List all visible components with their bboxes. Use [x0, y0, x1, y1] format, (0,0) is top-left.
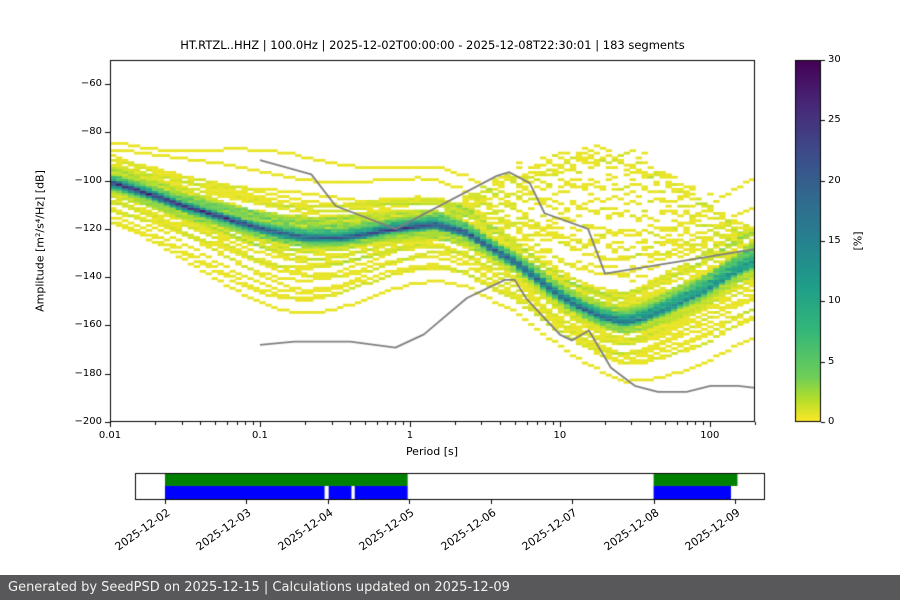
colorbar-tick-label: 25 [828, 114, 841, 126]
x-tick-label: 0.01 [98, 430, 122, 441]
y-tick-label: −180 [74, 367, 102, 379]
y-tick-label: −100 [74, 174, 102, 186]
colorbar-tick-label: 10 [828, 295, 841, 307]
footer-status-bar: Generated by SeedPSD on 2025-12-15 | Cal… [0, 575, 900, 600]
x-axis-label: Period [s] [405, 445, 459, 458]
colorbar-label: [%] [851, 231, 865, 251]
colorbar-tick-label: 15 [828, 235, 841, 246]
colorbar-tick-label: 30 [828, 54, 841, 65]
y-tick-label: −200 [74, 416, 102, 427]
x-tick-label: 10 [553, 430, 567, 441]
x-tick-label: 1 [406, 430, 414, 441]
colorbar-tick-label: 20 [828, 174, 841, 186]
colorbar-tick-label: 5 [828, 355, 835, 367]
y-tick-label: −60 [80, 78, 102, 90]
x-tick-label: 100 [700, 430, 720, 441]
y-tick-label: −120 [74, 222, 102, 234]
x-tick-label: 0.1 [252, 430, 268, 441]
y-axis-label: Amplitude [m²/s⁴/Hz] [dB] [33, 170, 47, 312]
colorbar-tick-label: 0 [828, 416, 835, 427]
chart-title: HT.RTZL..HHZ | 100.0Hz | 2025-12-02T00:0… [180, 38, 685, 52]
y-tick-label: −160 [74, 319, 102, 331]
y-tick-label: −80 [80, 126, 102, 138]
y-tick-label: −140 [74, 271, 102, 283]
